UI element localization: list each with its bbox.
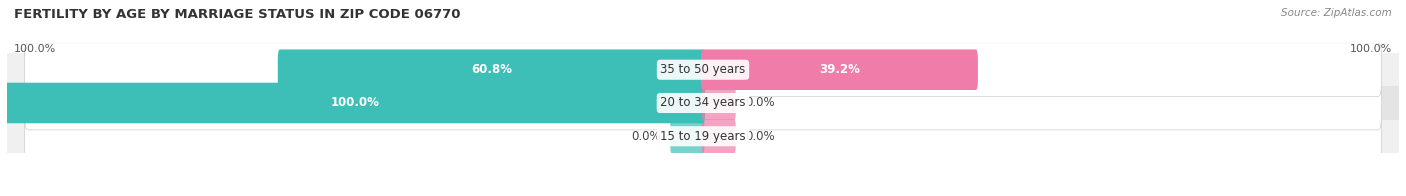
- Text: 100.0%: 100.0%: [1350, 44, 1392, 54]
- Text: 39.2%: 39.2%: [818, 63, 860, 76]
- FancyBboxPatch shape: [6, 83, 704, 123]
- FancyBboxPatch shape: [278, 49, 704, 90]
- Text: 0.0%: 0.0%: [631, 130, 661, 143]
- FancyBboxPatch shape: [702, 49, 979, 90]
- Text: 100.0%: 100.0%: [330, 96, 380, 110]
- FancyBboxPatch shape: [24, 76, 1382, 130]
- Text: 0.0%: 0.0%: [745, 96, 775, 110]
- FancyBboxPatch shape: [702, 119, 735, 153]
- Text: FERTILITY BY AGE BY MARRIAGE STATUS IN ZIP CODE 06770: FERTILITY BY AGE BY MARRIAGE STATUS IN Z…: [14, 8, 461, 21]
- Text: Source: ZipAtlas.com: Source: ZipAtlas.com: [1281, 8, 1392, 18]
- Text: 100.0%: 100.0%: [14, 44, 56, 54]
- Bar: [7, 53, 1399, 86]
- Text: 20 to 34 years: 20 to 34 years: [661, 96, 745, 110]
- Legend: Married, Unmarried: Married, Unmarried: [620, 193, 786, 196]
- FancyBboxPatch shape: [24, 109, 1382, 163]
- Text: 0.0%: 0.0%: [745, 130, 775, 143]
- Bar: [7, 86, 1399, 120]
- Text: 60.8%: 60.8%: [471, 63, 512, 76]
- Text: 35 to 50 years: 35 to 50 years: [661, 63, 745, 76]
- FancyBboxPatch shape: [671, 119, 704, 153]
- Bar: [7, 120, 1399, 153]
- FancyBboxPatch shape: [24, 43, 1382, 97]
- FancyBboxPatch shape: [702, 86, 735, 120]
- Text: 15 to 19 years: 15 to 19 years: [661, 130, 745, 143]
